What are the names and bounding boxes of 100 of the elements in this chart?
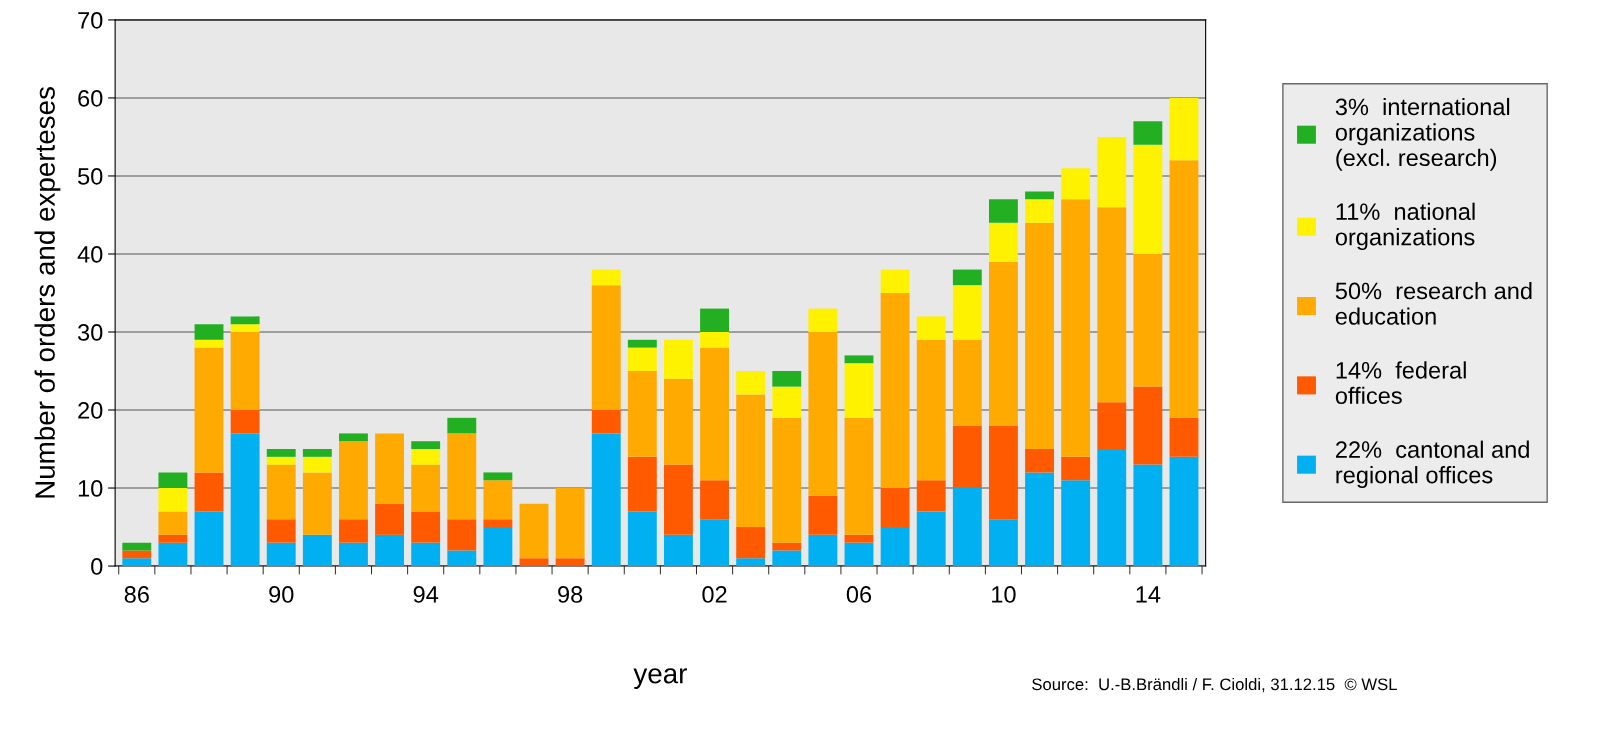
bar bbox=[1169, 160, 1199, 418]
bar bbox=[700, 480, 729, 520]
bar bbox=[339, 542, 368, 567]
bar bbox=[591, 285, 621, 411]
bar bbox=[988, 519, 1018, 567]
bar bbox=[844, 355, 874, 364]
bar bbox=[1133, 253, 1163, 387]
x-tick-label: 14 bbox=[1136, 586, 1161, 603]
x-tick-label: 90 bbox=[269, 586, 294, 603]
bar bbox=[158, 511, 188, 535]
bar bbox=[230, 433, 260, 567]
bar bbox=[158, 542, 188, 567]
bar bbox=[736, 558, 766, 567]
legend-label: 3% international organizations (excl. research) bbox=[1335, 97, 1510, 171]
bar bbox=[194, 324, 224, 340]
bar bbox=[375, 503, 405, 535]
bar bbox=[808, 331, 838, 496]
bar bbox=[483, 472, 513, 481]
bar bbox=[447, 550, 477, 567]
bar bbox=[230, 331, 260, 411]
bar bbox=[122, 542, 152, 551]
bar bbox=[988, 199, 1018, 223]
bar bbox=[447, 417, 477, 434]
bar bbox=[375, 433, 405, 504]
bar bbox=[122, 550, 152, 559]
bar bbox=[447, 519, 477, 551]
bar bbox=[555, 488, 585, 559]
bar bbox=[519, 558, 549, 567]
bar bbox=[411, 511, 441, 543]
bar bbox=[302, 449, 332, 457]
bar bbox=[952, 488, 982, 567]
bar bbox=[808, 308, 838, 332]
bar bbox=[952, 269, 982, 286]
bar bbox=[194, 511, 224, 567]
bar bbox=[916, 339, 946, 481]
y-tick-label: 50 bbox=[78, 168, 103, 185]
x-axis-title: year bbox=[633, 668, 687, 689]
bar bbox=[1133, 386, 1163, 465]
bar bbox=[952, 425, 982, 489]
bar bbox=[519, 503, 549, 559]
legend-label: 14% federal offices bbox=[1335, 361, 1466, 405]
bar bbox=[736, 371, 766, 395]
bar bbox=[339, 441, 368, 520]
bar bbox=[700, 308, 729, 332]
bar bbox=[194, 339, 224, 348]
bar bbox=[952, 339, 982, 426]
bar bbox=[122, 558, 152, 567]
bar bbox=[1025, 191, 1054, 200]
bar bbox=[1169, 417, 1199, 457]
bar bbox=[591, 433, 621, 567]
bar bbox=[1133, 464, 1163, 567]
x-tick-label: 98 bbox=[558, 586, 583, 603]
legend-label: 22% cantonal and regional offices bbox=[1336, 440, 1529, 489]
y-tick-label: 30 bbox=[77, 324, 103, 341]
bar bbox=[627, 339, 657, 348]
bar bbox=[194, 472, 224, 512]
bar bbox=[664, 464, 693, 535]
bar bbox=[1097, 207, 1127, 403]
bar bbox=[772, 542, 802, 551]
bar bbox=[627, 371, 657, 457]
bar bbox=[1061, 480, 1091, 567]
bar bbox=[1133, 144, 1163, 254]
bar bbox=[230, 324, 260, 332]
bar bbox=[339, 519, 368, 543]
bar bbox=[664, 378, 693, 465]
bar bbox=[844, 534, 874, 543]
x-tick-label: 02 bbox=[702, 586, 727, 603]
bar bbox=[808, 495, 838, 535]
bar bbox=[880, 488, 910, 528]
bar bbox=[266, 542, 296, 567]
y-tick-label: 40 bbox=[77, 246, 103, 263]
bar bbox=[483, 519, 513, 528]
bar bbox=[664, 534, 693, 567]
y-tick-label: 60 bbox=[78, 90, 103, 107]
bar bbox=[1097, 136, 1127, 208]
bar bbox=[700, 519, 729, 567]
bar bbox=[411, 449, 441, 465]
bar bbox=[194, 347, 224, 473]
bar bbox=[591, 410, 621, 434]
bar bbox=[988, 222, 1018, 262]
bar bbox=[1169, 97, 1199, 161]
x-tick-label: 86 bbox=[124, 586, 149, 603]
bar bbox=[772, 550, 802, 567]
bar bbox=[664, 339, 693, 379]
bar bbox=[411, 464, 441, 512]
bar bbox=[158, 472, 188, 489]
bar bbox=[266, 456, 296, 465]
bar bbox=[916, 511, 946, 567]
bar bbox=[591, 269, 621, 286]
bar bbox=[627, 456, 657, 512]
y-tick-label: 70 bbox=[78, 11, 103, 29]
legend-label: 11% national organizations bbox=[1335, 202, 1475, 251]
bar bbox=[880, 527, 910, 567]
bar bbox=[880, 292, 910, 489]
bar bbox=[627, 347, 657, 371]
bar bbox=[844, 417, 874, 535]
bar bbox=[411, 542, 441, 567]
x-tick-label: 94 bbox=[413, 586, 439, 603]
bar bbox=[1097, 402, 1127, 450]
bar bbox=[1097, 449, 1127, 567]
